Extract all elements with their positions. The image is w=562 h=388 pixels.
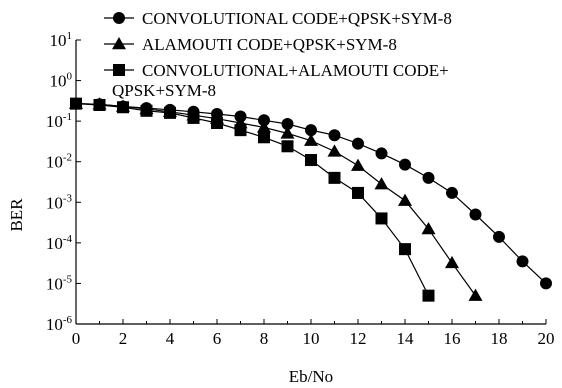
square-marker (164, 106, 176, 119)
legend-entry: CONVOLUTIONAL CODE+QPSK+SYM-8 (104, 9, 452, 28)
square-marker (399, 243, 411, 256)
y-tick-label: 10-2 (46, 152, 72, 172)
y-tick-base: 10 (50, 31, 67, 50)
y-tick-base: 10 (46, 274, 63, 293)
legend-label: ALAMOUTI CODE+QPSK+SYM-8 (142, 35, 397, 54)
y-tick-base: 10 (46, 315, 63, 334)
x-axis-ticks: 0 2 4 6 8 10 12 14 16 18 20 (72, 319, 555, 348)
y-tick-exponent: -4 (63, 233, 73, 245)
triangle-marker (468, 288, 483, 301)
circle-marker (469, 208, 482, 221)
triangle-marker (304, 133, 318, 146)
circle-marker (375, 147, 388, 160)
series-layer (69, 96, 552, 302)
legend-label: QPSK+SYM-8 (112, 81, 216, 100)
circle-marker (516, 255, 529, 268)
x-tick-label: 20 (538, 329, 555, 348)
triangle-marker (280, 126, 295, 139)
legend-label: CONVOLUTIONAL CODE+QPSK+SYM-8 (142, 9, 452, 28)
circle-marker (305, 124, 317, 137)
x-tick-label: 12 (350, 329, 367, 348)
square-marker (113, 64, 125, 76)
y-tick-label: 10-4 (46, 233, 73, 253)
y-tick-exponent: -2 (63, 152, 72, 164)
y-axis-label: BER (7, 198, 26, 232)
series-line (75, 103, 476, 296)
square-marker (211, 116, 223, 129)
circle-marker (446, 186, 458, 199)
circle-marker (258, 114, 270, 127)
y-tick-label: 10-1 (46, 111, 72, 131)
y-tick-base: 10 (46, 153, 63, 172)
circle-marker (493, 230, 505, 243)
y-tick-base: 10 (46, 193, 63, 212)
y-tick-exponent: -5 (63, 273, 73, 285)
y-tick-label: 101 (50, 30, 73, 50)
square-marker (352, 186, 364, 199)
y-tick-base: 10 (46, 234, 63, 253)
triangle-marker (445, 255, 459, 269)
x-tick-label: 14 (397, 329, 415, 348)
legend: CONVOLUTIONAL CODE+QPSK+SYM-8 ALAMOUTI CO… (104, 9, 452, 100)
square-marker (305, 154, 317, 167)
square-marker (234, 124, 247, 137)
square-marker (93, 98, 106, 111)
y-tick-base: 10 (50, 72, 67, 91)
square-marker (281, 140, 294, 153)
circle-marker (399, 158, 411, 171)
triangle-marker (327, 144, 342, 157)
triangle-marker (112, 37, 126, 50)
square-marker (328, 171, 341, 184)
x-tick-label: 4 (166, 329, 175, 348)
legend-label: CONVOLUTIONAL+ALAMOUTI CODE+ (142, 61, 449, 80)
y-tick-label: 10-5 (46, 273, 73, 293)
y-tick-exponent: 0 (67, 71, 73, 83)
circle-marker (352, 137, 364, 150)
series-triangle (69, 96, 483, 301)
series-circle (70, 97, 552, 290)
square-marker (117, 101, 129, 114)
legend-entry: CONVOLUTIONAL+ALAMOUTI CODE+QPSK+SYM-8 (104, 61, 449, 100)
y-tick-exponent: -1 (63, 111, 72, 123)
triangle-marker (257, 120, 271, 133)
series-line (75, 103, 430, 296)
y-tick-label: 10-3 (46, 192, 73, 212)
square-marker (258, 131, 270, 144)
triangle-marker (351, 158, 365, 171)
circle-marker (422, 171, 435, 184)
triangle-marker (421, 221, 436, 235)
square-marker (70, 97, 82, 110)
y-tick-exponent: -3 (63, 192, 73, 204)
legend-entry: ALAMOUTI CODE+QPSK+SYM-8 (104, 35, 397, 54)
square-marker (187, 111, 200, 124)
y-tick-exponent: -6 (63, 314, 73, 326)
x-tick-label: 6 (213, 329, 222, 348)
circle-marker (540, 277, 552, 290)
square-marker (422, 289, 435, 302)
triangle-marker (398, 193, 412, 206)
x-axis-label: Eb/No (289, 367, 333, 386)
series-square (70, 97, 435, 302)
x-tick-label: 2 (119, 329, 128, 348)
square-marker (140, 104, 153, 117)
x-tick-label: 0 (72, 329, 81, 348)
circle-marker (328, 129, 341, 142)
y-tick-base: 10 (46, 112, 63, 131)
triangle-marker (374, 177, 389, 190)
square-marker (375, 212, 388, 225)
y-tick-label: 100 (50, 71, 73, 91)
x-tick-label: 8 (260, 329, 269, 348)
y-tick-label: 10-6 (46, 314, 73, 334)
y-tick-exponent: 1 (67, 30, 73, 42)
x-tick-label: 10 (303, 329, 320, 348)
x-tick-label: 16 (444, 329, 461, 348)
x-tick-label: 18 (491, 329, 508, 348)
circle-marker (113, 12, 125, 24)
circle-marker (281, 118, 294, 131)
